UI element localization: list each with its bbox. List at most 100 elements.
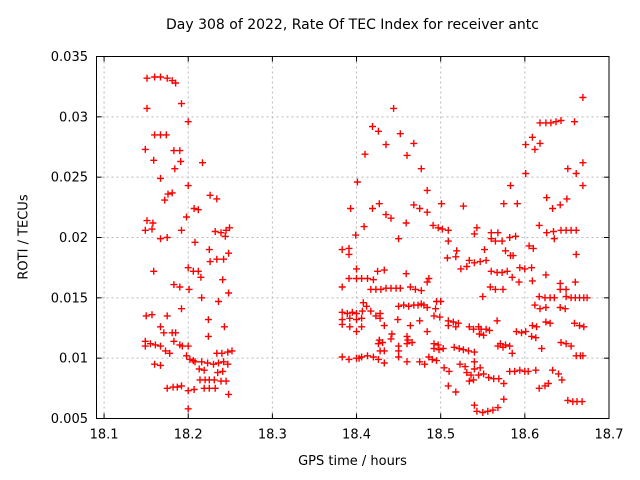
data-point [224,360,232,368]
data-point [194,267,202,275]
data-point [364,352,371,360]
data-point [184,182,192,190]
data-point [190,205,198,212]
data-point [486,326,493,334]
data-point [502,247,509,255]
data-point [168,189,176,197]
data-point [546,319,554,327]
data-point [228,347,236,355]
data-point [185,285,193,293]
data-point [369,205,376,212]
data-point [416,205,424,212]
data-point [178,100,185,108]
data-point [436,313,444,321]
data-point [470,348,478,356]
roti-series [141,73,591,416]
data-point [382,141,390,149]
y-tick-label: 0.015 [51,291,88,306]
data-point [204,332,212,340]
data-point [358,314,366,322]
data-point [184,264,192,272]
y-tick-label: 0.005 [51,412,88,427]
data-point [206,191,214,199]
data-point [536,139,544,147]
data-point [220,358,228,366]
data-point [404,336,412,344]
data-point [423,278,431,286]
data-point [542,304,550,311]
data-point [465,323,473,331]
data-point [183,352,190,360]
data-point [148,311,156,319]
data-point [411,285,419,293]
data-point [346,314,354,322]
data-point [191,358,199,366]
data-point [387,335,395,343]
data-point [170,337,178,345]
data-point [166,349,174,357]
data-point [352,231,360,239]
data-point [361,150,369,158]
data-point [503,267,511,275]
data-point [178,382,185,390]
data-point [162,131,170,139]
data-point [522,141,530,149]
data-point [369,276,377,284]
data-point [157,323,164,331]
data-point [149,219,157,227]
data-point [579,159,587,167]
data-point [428,355,436,363]
data-point [215,359,222,367]
data-point [184,405,192,413]
data-point [222,377,230,385]
data-point [535,293,543,301]
data-point [417,165,425,173]
data-point [186,355,194,363]
data-point [506,234,514,241]
data-point [487,229,495,237]
data-point [338,353,346,361]
data-point [395,347,403,355]
data-point [494,229,502,237]
data-point [470,376,477,384]
data-point [452,323,460,331]
data-point [475,330,483,338]
data-point [476,364,484,372]
data-point [151,131,159,139]
data-point [452,253,460,261]
data-point [358,275,366,282]
data-point [160,329,168,337]
data-point [183,213,190,221]
data-point [225,289,233,297]
data-point [434,341,442,349]
data-point [348,308,356,316]
x-tick-label: 18.1 [90,428,119,443]
data-point [353,265,360,273]
data-point [499,343,507,351]
data-point [142,312,150,320]
data-point [562,285,570,293]
data-point [204,359,212,367]
data-point [459,346,467,354]
data-point [176,283,184,291]
data-point [410,139,418,147]
data-point [533,323,541,331]
data-point [535,384,543,392]
data-point [388,330,396,338]
y-tick-label: 0.01 [59,352,88,367]
data-point [164,190,172,198]
data-point [198,358,206,366]
data-point [198,294,206,302]
data-point [437,298,445,305]
data-point [402,219,410,227]
data-point [423,208,431,216]
chart-title: Day 308 of 2022, Rate Of TEC Index for r… [165,17,539,33]
data-point [430,312,438,320]
data-point [509,252,517,260]
data-point [162,347,169,355]
data-point [521,265,529,273]
data-point [558,376,566,384]
data-point [178,305,185,313]
data-point [417,287,425,295]
data-point [495,375,503,383]
